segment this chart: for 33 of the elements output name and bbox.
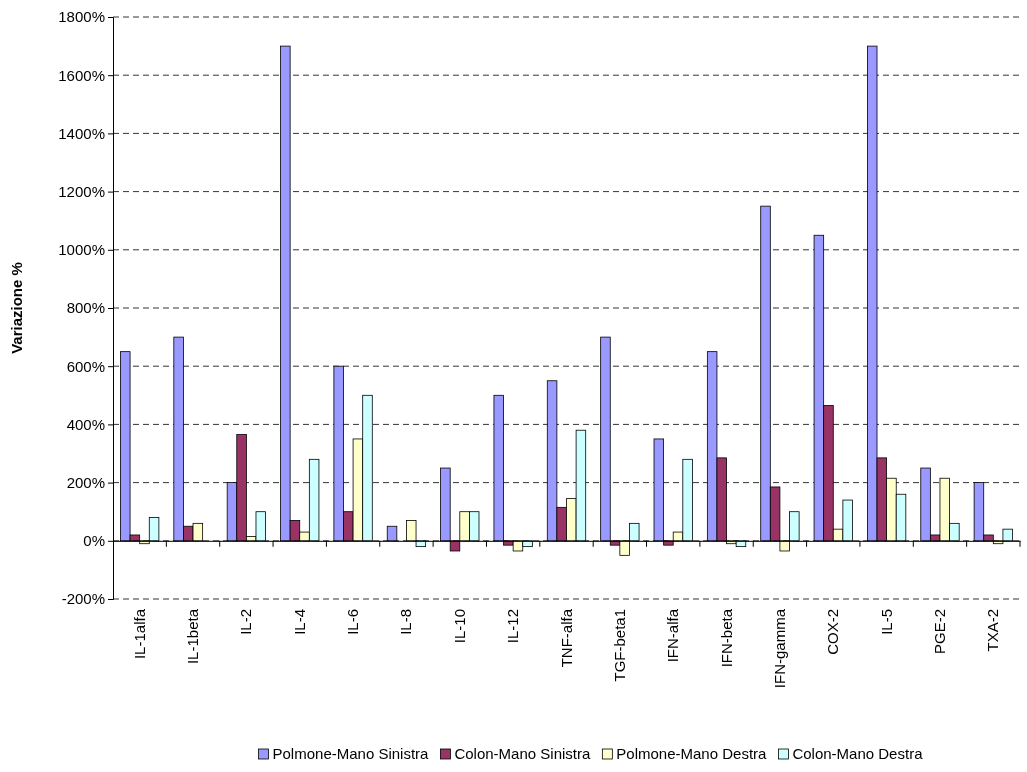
y-tick-label: 1600% <box>58 66 105 84</box>
y-tick-label: 1400% <box>58 124 105 142</box>
legend-label: Polmone-Mano Sinistra <box>272 745 430 762</box>
x-tick-label: COX-2 <box>824 609 842 655</box>
y-axis-title: Variazione % <box>8 262 25 354</box>
y-tick-label: 1000% <box>58 241 105 259</box>
y-tick-label: 0% <box>83 532 105 550</box>
y-tick-label: 400% <box>66 415 105 433</box>
y-tick-label: 800% <box>66 299 105 317</box>
y-tick-label: -200% <box>61 590 105 608</box>
x-tick-label: IL-12 <box>504 609 522 644</box>
legend-label: Colon-Mano Destra <box>792 745 924 762</box>
y-tick-label: 200% <box>66 473 105 491</box>
y-tick-label: 600% <box>66 357 105 375</box>
x-tick-label: IFN-alfa <box>664 608 682 663</box>
x-tick-label: IFN-beta <box>717 608 735 668</box>
x-tick-label: IL-5 <box>877 609 895 635</box>
legend-label: Polmone-Mano Destra <box>616 745 768 762</box>
x-tick-label: TXA-2 <box>984 609 1002 652</box>
x-tick-label: IL-2 <box>237 609 255 635</box>
x-tick-label: PGE-2 <box>930 609 948 655</box>
x-tick-label: IFN-gamma <box>770 608 788 689</box>
x-tick-label: IL-1alfa <box>130 608 148 660</box>
y-tick-label: 1200% <box>58 182 105 200</box>
y-tick-label: 1800% <box>58 8 105 26</box>
x-tick-label: IL-10 <box>450 609 468 644</box>
x-tick-label: TGF-beta1 <box>610 609 628 682</box>
x-tick-label: IL-1beta <box>184 608 202 665</box>
x-tick-label: IL-4 <box>290 609 308 635</box>
legend-label: Colon-Mano Sinistra <box>454 745 591 762</box>
x-tick-label: TNF-alfa <box>557 608 575 668</box>
x-tick-label: IL-6 <box>344 609 362 635</box>
x-tick-label: IL-8 <box>397 609 415 635</box>
